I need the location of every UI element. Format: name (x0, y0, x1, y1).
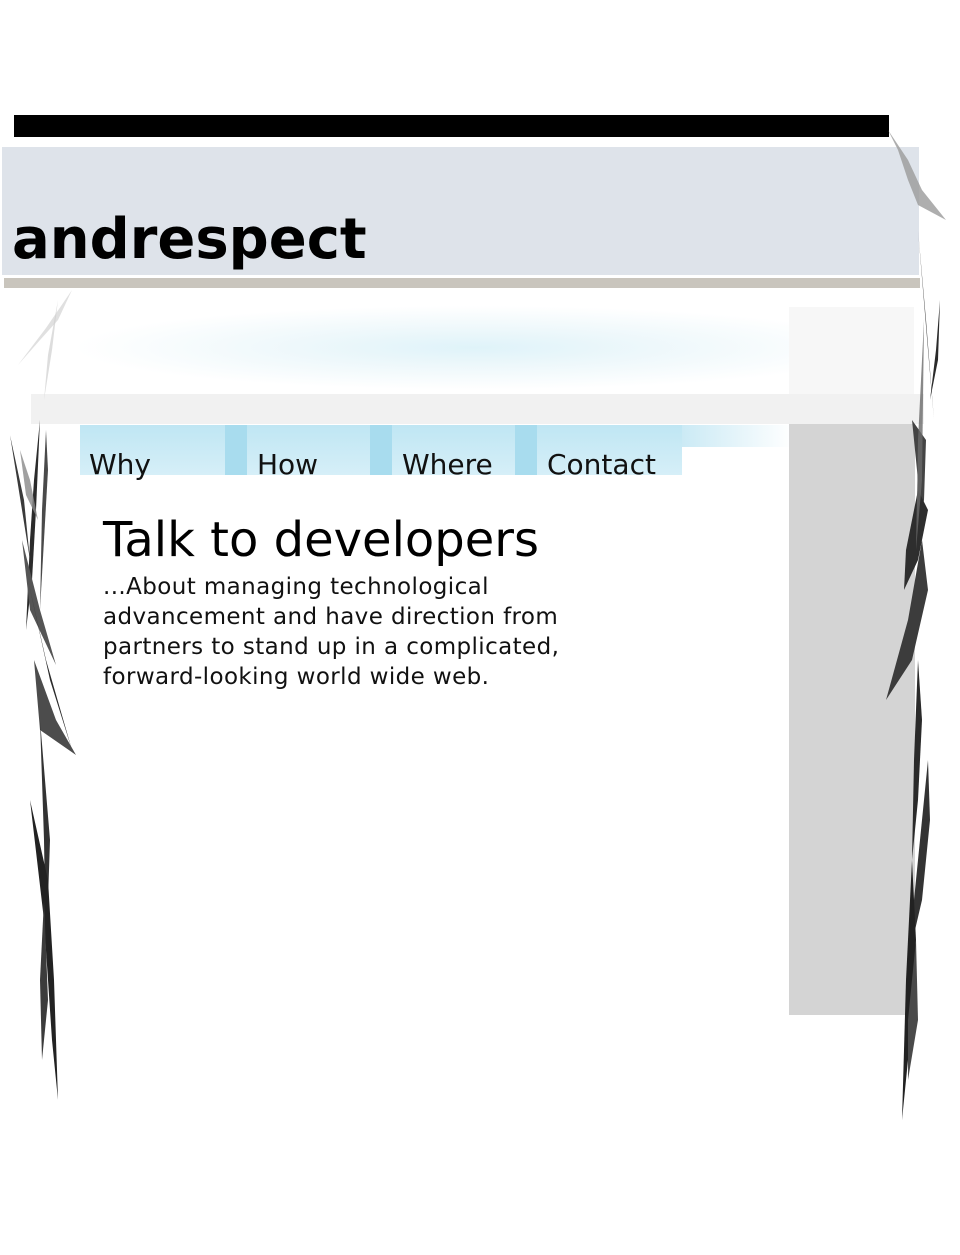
nav-top-strip (31, 394, 924, 424)
nav-separator (225, 425, 247, 475)
sidebar (789, 424, 915, 1015)
nav-item-label: How (257, 448, 319, 481)
grass-blades-right-icon (886, 130, 946, 1120)
nav-item-contact[interactable]: Contact (538, 425, 682, 479)
nav-glow (682, 425, 792, 447)
nav-item-label: Why (89, 448, 152, 481)
banner-glow (30, 290, 920, 395)
top-black-bar (14, 115, 889, 137)
nav-item-where[interactable]: Where (393, 425, 515, 479)
site-title[interactable]: andrespect (12, 207, 367, 272)
header-divider (4, 278, 920, 288)
nav-item-why[interactable]: Why (80, 425, 225, 479)
header-band (2, 147, 919, 275)
main-nav: Why How Where Contact (80, 425, 682, 479)
banner-right-panel (789, 307, 914, 395)
nav-item-label: Where (402, 448, 493, 481)
main-content: Talk to developers ...About managing tec… (103, 512, 563, 692)
page-heading: Talk to developers (103, 512, 540, 568)
grass-blades-left-icon (10, 290, 76, 1100)
nav-separator (370, 425, 392, 475)
nav-item-how[interactable]: How (248, 425, 370, 479)
intro-paragraph: ...About managing technological advancem… (103, 574, 560, 690)
nav-item-label: Contact (547, 448, 656, 481)
nav-separator (515, 425, 537, 475)
